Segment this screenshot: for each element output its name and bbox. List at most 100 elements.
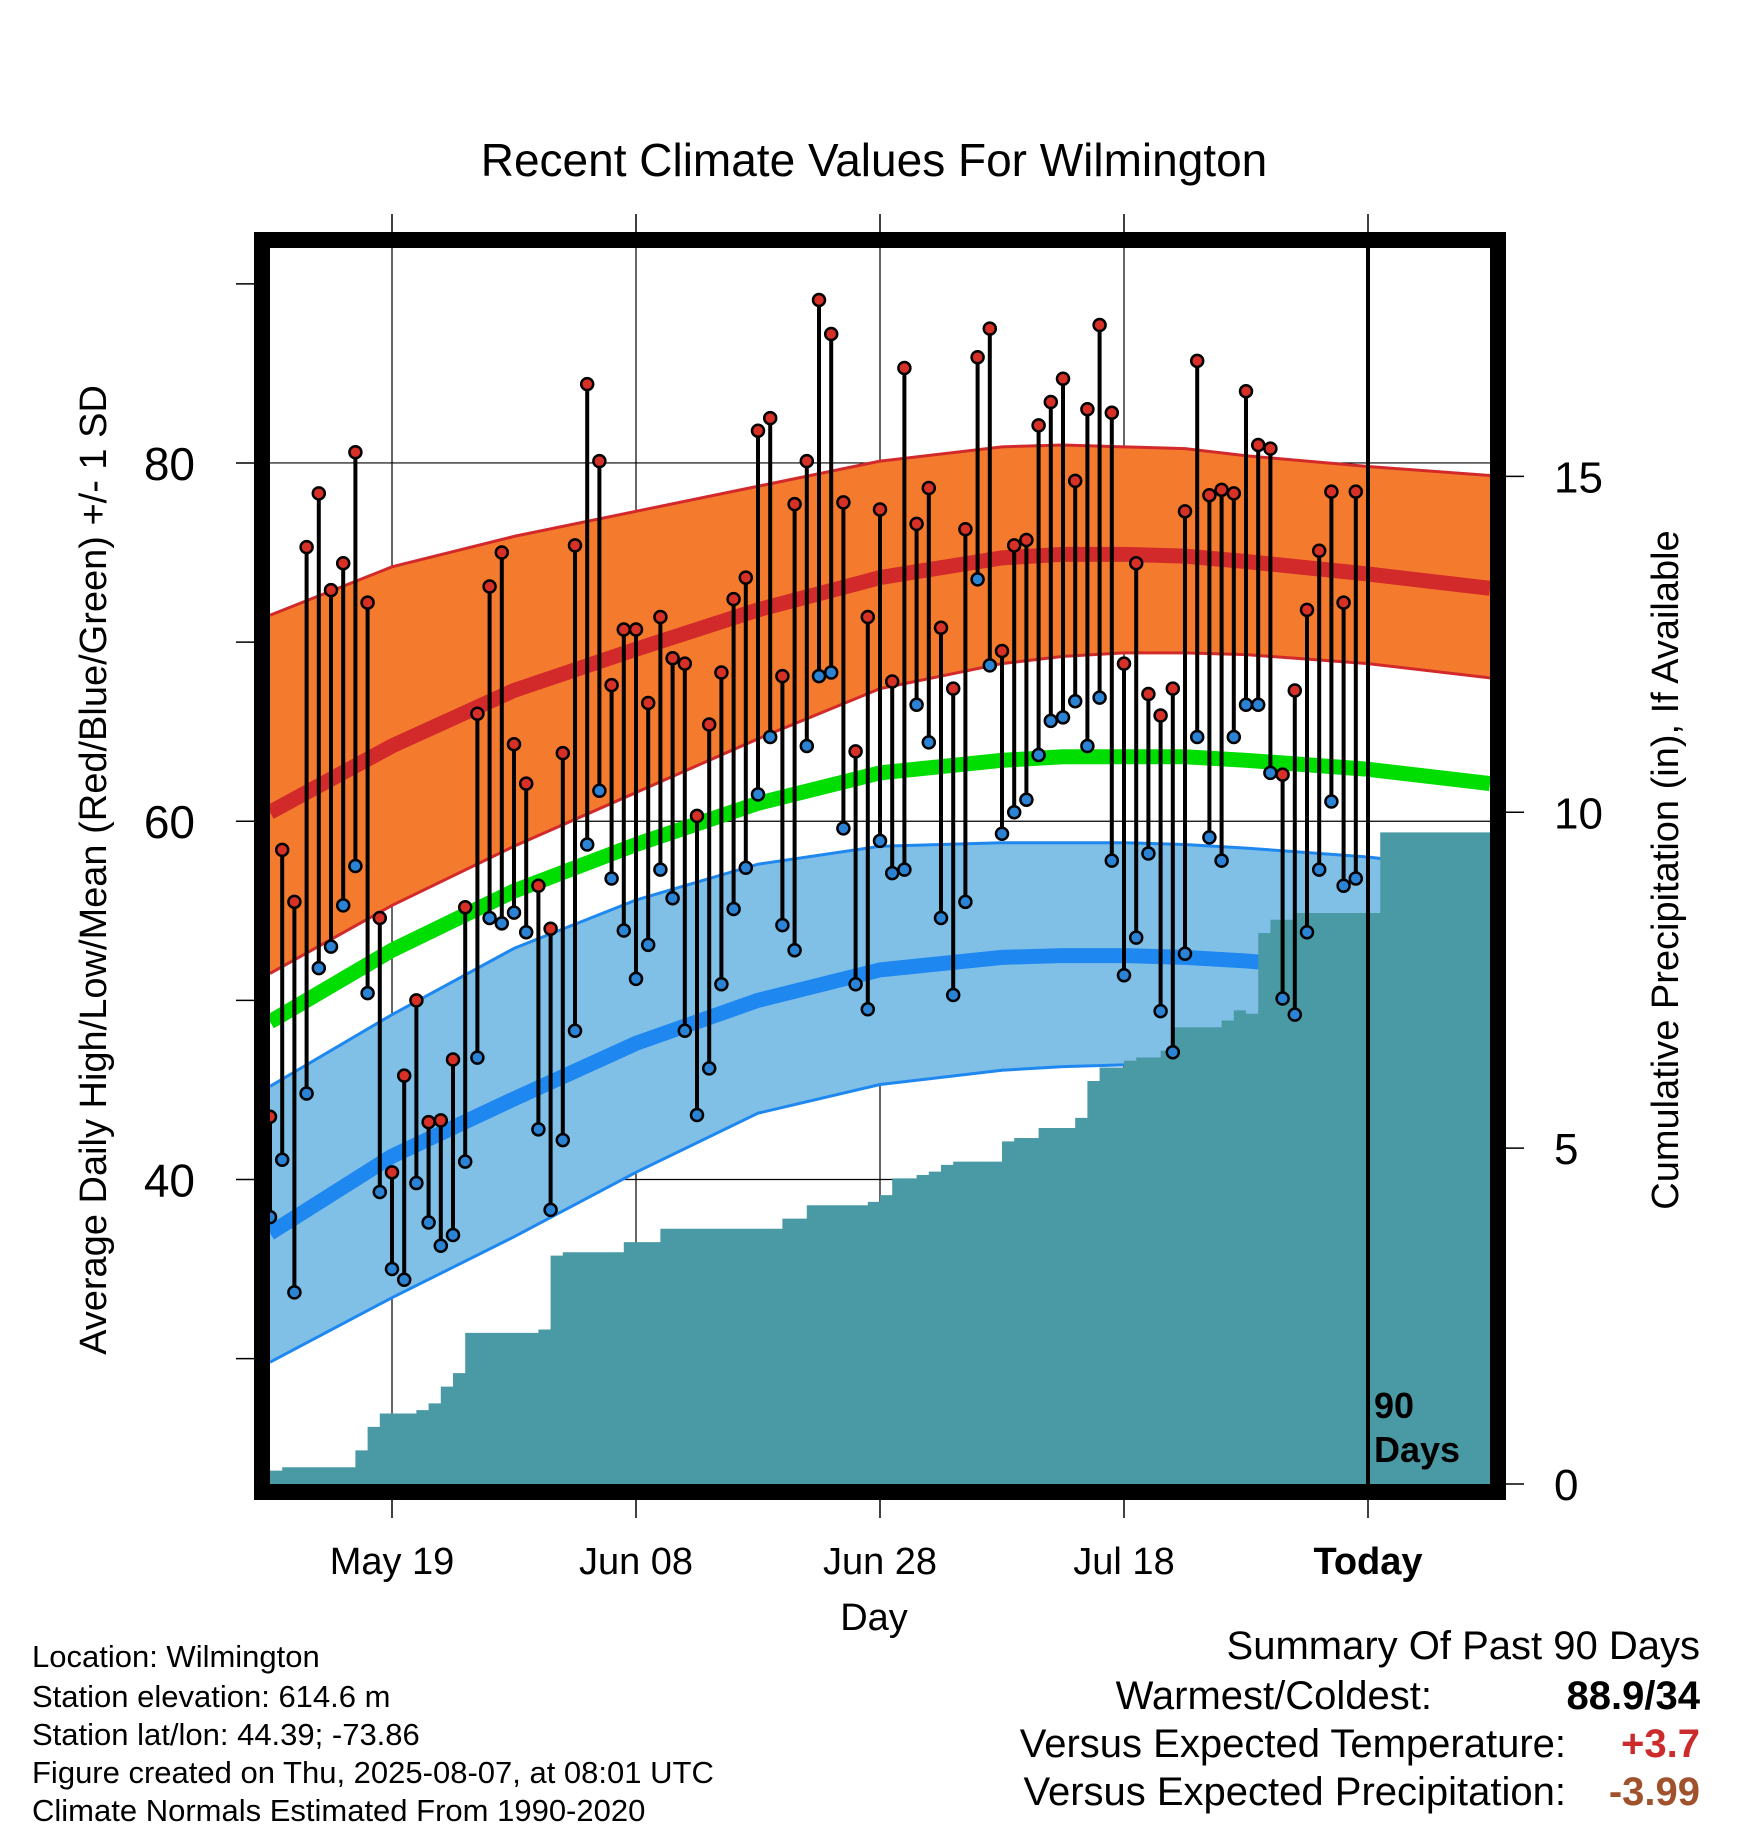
daily-low-point [933,910,949,926]
daily-low-point [958,894,973,910]
daily-low-point [482,910,497,926]
daily-high-point [1055,371,1071,387]
daily-high-point [1214,482,1229,498]
daily-high-point [933,620,949,636]
daily-high-point [750,423,766,438]
daily-high-point [518,776,534,791]
daily-low-point [1324,794,1339,809]
x-axis-label: Day [840,1597,908,1639]
daily-low-point [787,942,802,958]
daily-low-point [299,1086,314,1101]
daily-high-point [1189,353,1205,369]
daily-low-point [884,865,900,881]
daily-high-point [970,350,985,365]
daily-low-point [1336,878,1351,893]
daily-high-point [1348,484,1364,499]
daily-low-point [518,925,534,940]
daily-high-point [1287,683,1303,698]
daily-high-point [506,736,522,752]
daily-high-point [701,717,717,732]
daily-low-point [1104,853,1120,868]
daily-high-point [457,899,473,915]
daily-high-point [726,591,741,607]
daily-low-point [1275,991,1290,1006]
chart-title: Recent Climate Values For Wilmington [481,134,1268,186]
daily-high-point [762,410,778,426]
y-left-tick-label: 60 [144,796,195,848]
daily-low-point [872,833,888,849]
daily-low-point [506,905,522,920]
daily-low-point [1177,946,1193,962]
daily-low-point [677,1023,693,1039]
daily-high-point [1250,437,1266,453]
daily-low-point [848,976,863,992]
summary-precip-label: Versus Expected Precipitation: [1023,1770,1566,1814]
daily-high-point [1299,602,1315,618]
daily-low-point [701,1061,717,1076]
daily-low-point [1202,830,1217,845]
daily-low-point [1153,1003,1168,1019]
daily-high-point [567,538,583,553]
daily-high-point [421,1114,436,1130]
daily-high-point [958,521,973,537]
daily-high-point [1080,401,1095,417]
daily-low-point [604,871,619,886]
daily-high-point [689,808,705,824]
daily-low-point [860,1002,876,1017]
daily-high-point [274,842,290,858]
daily-low-point [628,971,644,987]
daily-low-point [897,862,912,877]
x-tick-label: Jun 08 [579,1541,693,1583]
daily-low-point [1165,1045,1181,1060]
daily-high-point [945,681,961,696]
daily-low-point [1141,846,1156,861]
daily-high-point [433,1113,449,1128]
daily-low-point [836,821,851,836]
daily-low-point [982,658,998,673]
daily-low-point [409,1175,424,1191]
daily-low-point [1043,713,1059,729]
daily-high-point [1263,441,1278,456]
daily-high-point [982,321,998,336]
today-marker-label-number: 90 [1374,1385,1414,1426]
daily-high-point [494,545,510,560]
y-right-tick-label: 10 [1554,789,1603,838]
daily-high-point [884,674,900,689]
daily-high-point [1116,656,1132,671]
daily-low-point [1189,729,1205,745]
daily-high-point [1141,686,1156,702]
daily-low-point [470,1050,485,1065]
daily-high-point [1177,504,1193,519]
daily-low-point [445,1227,461,1243]
daily-low-point [921,735,937,750]
daily-low-point [653,862,668,877]
daily-low-point [1287,1007,1303,1022]
daily-high-point [775,668,790,684]
daily-high-point [396,1068,412,1083]
daily-high-point [799,453,815,469]
daily-high-point [665,650,680,666]
daily-low-point [970,572,985,587]
daily-low-point [750,787,766,802]
y-axis-right-label: Cumulative Precipitation (in), If Availa… [1645,530,1687,1209]
summary-precip-value: -3.99 [1608,1770,1700,1814]
daily-high-point [445,1052,461,1067]
daily-high-point [335,556,351,571]
daily-high-point [811,292,827,308]
daily-low-point [799,738,815,754]
daily-low-point [311,960,327,976]
daily-low-point [1311,862,1327,877]
daily-low-point [994,826,1010,842]
daily-low-point [1226,729,1242,745]
x-tick-label: Jul 18 [1073,1541,1174,1583]
daily-high-point [823,326,839,342]
summary-temp-value: +3.7 [1621,1722,1700,1766]
daily-high-point [836,495,851,510]
daily-high-point [323,582,339,598]
daily-high-point [714,665,729,680]
y-axis-left-label: Average Daily High/Low/Mean (Red/Blue/Gr… [73,385,115,1355]
daily-low-point [616,923,632,938]
daily-high-point [1226,486,1242,501]
daily-high-point [738,570,754,585]
